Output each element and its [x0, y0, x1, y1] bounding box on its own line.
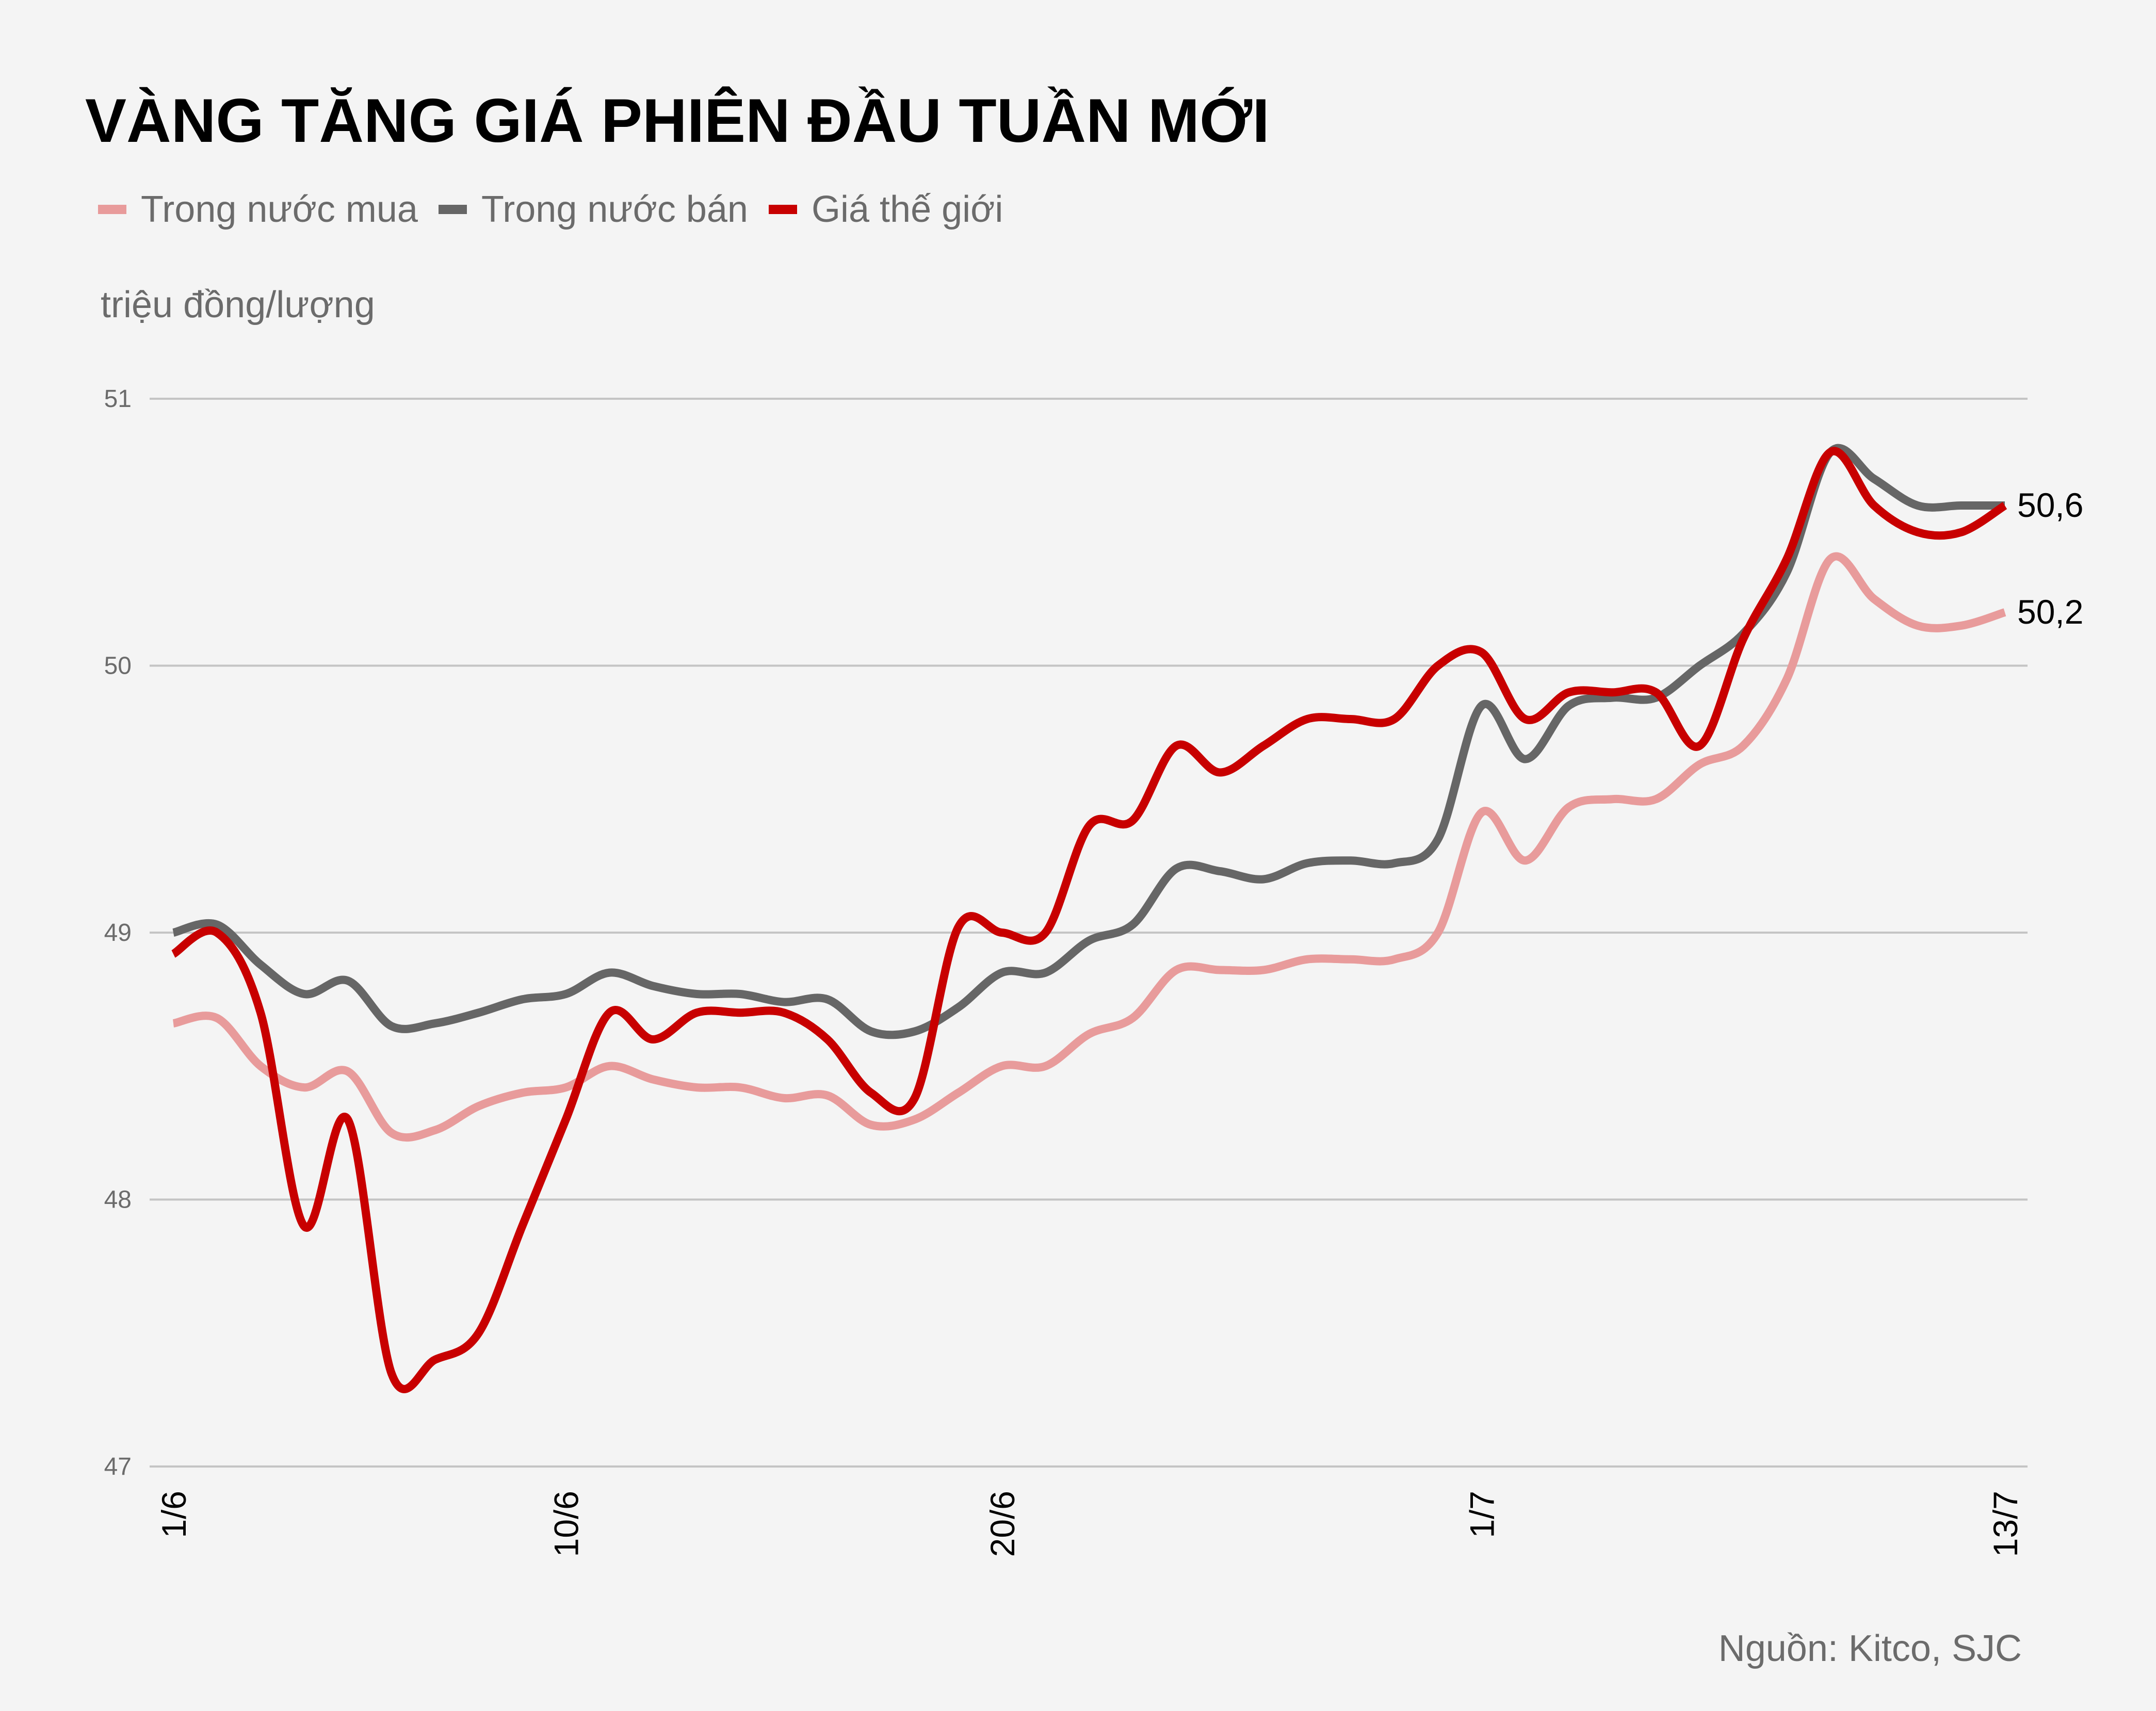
chart-title: VÀNG TĂNG GIÁ PHIÊN ĐẦU TUẦN MỚI: [85, 86, 1270, 155]
legend-item-ban: Trong nước bán: [438, 188, 748, 231]
legend-label-the-gioi: Giá thế giới: [811, 189, 1003, 230]
x-tick-label: 20/6: [983, 1491, 1022, 1557]
legend: Trong nước mua Trong nước bán Giá thế gi…: [98, 188, 1024, 231]
y-axis-unit-label: triệu đồng/lượng: [101, 284, 375, 325]
x-tick-label: 1/7: [1463, 1491, 1501, 1538]
legend-swatch-mua: [98, 205, 126, 214]
legend-item-mua: Trong nước mua: [98, 188, 418, 231]
series-line-the-gioi: [171, 447, 2007, 1393]
legend-label-ban: Trong nước bán: [481, 189, 748, 230]
series-line-mua: [172, 552, 2006, 1142]
source-note: Nguồn: Kitco, SJC: [1718, 1628, 2022, 1669]
end-label-high: 50,6: [2017, 486, 2083, 524]
legend-swatch-ban: [438, 205, 467, 214]
y-tick-label: 47: [104, 1453, 132, 1480]
y-tick-label: 49: [104, 919, 132, 947]
legend-swatch-the-gioi: [768, 205, 797, 214]
legend-label-mua: Trong nước mua: [141, 189, 418, 230]
x-tick-label: 13/7: [1986, 1491, 2024, 1557]
x-tick-label: 10/6: [547, 1491, 586, 1557]
series-line-ban: [172, 444, 2005, 1039]
y-tick-label: 50: [104, 653, 132, 680]
legend-item-the-gioi: Giá thế giới: [768, 188, 1003, 231]
y-tick-label: 51: [104, 385, 132, 413]
x-tick-label: 1/6: [155, 1491, 193, 1538]
y-tick-label: 48: [104, 1186, 132, 1214]
end-label-low: 50,2: [2017, 593, 2083, 631]
